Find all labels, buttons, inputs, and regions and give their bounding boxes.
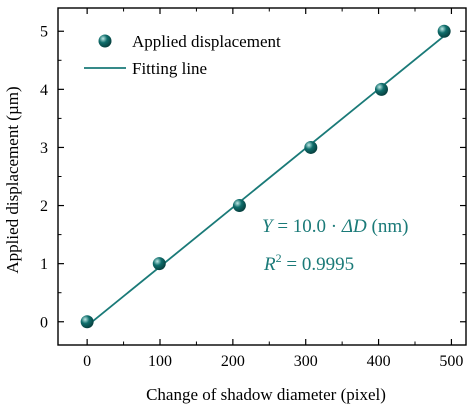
equation-delta: ΔD xyxy=(341,216,367,237)
data-point xyxy=(80,315,94,329)
equation-lhs: Y xyxy=(262,216,275,237)
r2-symbol: R xyxy=(263,254,276,275)
plot-frame-group xyxy=(57,7,467,346)
x-tick-label: 300 xyxy=(294,353,318,370)
plot-frame xyxy=(57,7,467,346)
x-axis-title: Change of shadow diameter (pixel) xyxy=(146,385,386,404)
y-tick-label: 3 xyxy=(40,140,48,157)
r2-exponent: 2 xyxy=(276,251,282,265)
y-tick-label: 0 xyxy=(40,314,48,331)
data-point xyxy=(152,257,166,271)
data-point xyxy=(304,140,318,154)
legend-label-points: Applied displacement xyxy=(132,32,281,51)
y-tick-label: 1 xyxy=(40,256,48,273)
x-tick-label: 400 xyxy=(367,353,391,370)
equation-middle: = 10.0 · xyxy=(273,216,342,237)
legend: Applied displacement Fitting line xyxy=(84,32,281,78)
series-group xyxy=(80,24,451,329)
y-tick-label: 4 xyxy=(40,82,48,99)
x-tick-label: 200 xyxy=(221,353,245,370)
y-tick-label: 2 xyxy=(40,198,48,215)
fitting-line xyxy=(86,35,445,327)
legend-label-line: Fitting line xyxy=(132,59,207,78)
legend-marker-points xyxy=(98,34,112,48)
equation-annotation: Y = 10.0 · ΔD (nm) xyxy=(262,216,408,237)
ticks-group: 0 100 200 300 400 500 0 1 2 3 4 5 xyxy=(40,8,466,370)
y-axis-title: Applied displacement (µm) xyxy=(3,86,22,273)
data-point xyxy=(374,82,388,96)
r2-value: = 0.9995 xyxy=(282,254,354,275)
svg-text:Y = 10.0 · ΔD (nm): Y = 10.0 · ΔD (nm) xyxy=(262,216,408,237)
r-squared-annotation: R2 = 0.9995 xyxy=(263,251,354,275)
x-tick-label: 100 xyxy=(148,353,172,370)
x-tick-label: 0 xyxy=(83,353,91,370)
data-point xyxy=(232,199,246,213)
equation-unit: (nm) xyxy=(367,216,409,237)
svg-text:R2 = 0.9995: R2 = 0.9995 xyxy=(263,251,354,275)
data-point xyxy=(437,24,451,38)
x-tick-label: 500 xyxy=(439,353,463,370)
y-tick-label: 5 xyxy=(40,24,48,41)
